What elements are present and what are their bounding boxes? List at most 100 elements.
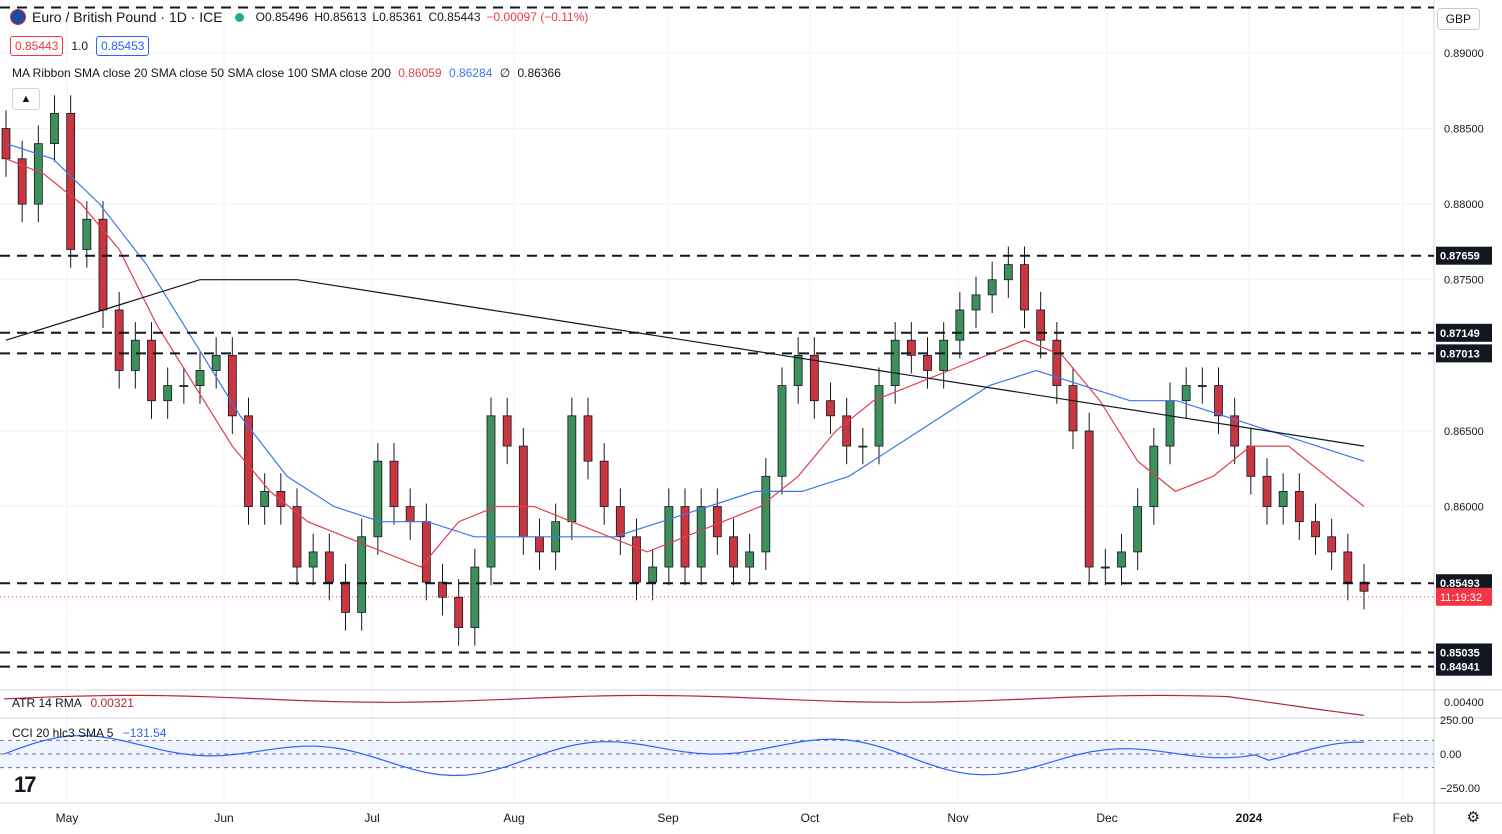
time-axis-label: Nov xyxy=(947,811,968,825)
symbol-title[interactable]: Euro / British Pound · 1D · ICE xyxy=(32,9,223,25)
candle-body xyxy=(147,339,156,402)
candle-body xyxy=(470,566,480,628)
buy-button[interactable]: 0.85453 xyxy=(96,36,150,56)
candle-body xyxy=(809,354,819,402)
atr-tick-label: 0.00400 xyxy=(1444,697,1484,709)
price-tick-label: 0.88000 xyxy=(1444,199,1484,211)
level-label-bg xyxy=(1436,323,1492,342)
candle-body xyxy=(1327,536,1337,553)
ohlc-open: O0.85496 xyxy=(255,10,309,24)
ohlc-close: C0.85443 xyxy=(428,10,481,24)
candle-body xyxy=(195,370,205,386)
level-label: 0.84941 xyxy=(1436,657,1492,676)
level-label: 0.87013 xyxy=(1436,344,1492,363)
level-label-bg xyxy=(1436,657,1492,676)
candle-body xyxy=(211,354,221,371)
level-label-bg xyxy=(1436,574,1492,593)
level-label: 0.85493 xyxy=(1436,574,1492,593)
candle-body xyxy=(227,354,237,417)
ohlc-low: L0.85361 xyxy=(372,10,423,24)
level-label-bg xyxy=(1436,344,1492,363)
cci-tick-label: −250.00 xyxy=(1440,783,1480,795)
price-tick-label: 0.89000 xyxy=(1444,48,1484,60)
candle-body xyxy=(1084,430,1094,568)
candle-body xyxy=(826,400,835,417)
level-label: 0.85035 xyxy=(1436,643,1492,662)
candle-body xyxy=(664,506,674,568)
candle-body xyxy=(696,506,706,568)
candle-body xyxy=(632,536,641,583)
candle-body xyxy=(405,506,415,523)
candle-body xyxy=(114,309,124,371)
tradingview-logo-icon[interactable]: 17 xyxy=(14,772,37,797)
candle-body xyxy=(971,294,981,311)
level-label-text: 0.87013 xyxy=(1440,348,1480,360)
candle-body xyxy=(793,354,803,386)
chevron-up-icon: ▲ xyxy=(20,93,32,105)
countdown-label-bg xyxy=(1436,587,1492,606)
sma50-value: 0.86284 xyxy=(448,66,493,80)
candle-body xyxy=(421,521,431,583)
sma200-value: 0.86366 xyxy=(517,66,561,80)
gear-icon[interactable]: ⚙ xyxy=(1466,809,1480,826)
time-axis-label: Dec xyxy=(1096,811,1117,825)
collapse-legend-button[interactable]: ▲ xyxy=(12,88,40,110)
candle-body xyxy=(260,491,270,507)
candle-body xyxy=(163,385,173,402)
candle-body xyxy=(1068,385,1078,432)
candle-body xyxy=(842,415,852,447)
spread-value: 1.0 xyxy=(71,39,89,53)
currency-button[interactable]: GBP xyxy=(1436,8,1480,30)
sell-button[interactable]: 0.85443 xyxy=(10,36,64,56)
price-tick-label: 0.88500 xyxy=(1444,124,1484,136)
sma200-line xyxy=(5,279,1365,447)
candle-body xyxy=(874,385,884,447)
candle-body xyxy=(761,475,771,553)
candle-body xyxy=(1052,339,1062,386)
sma20-value: 0.86059 xyxy=(398,66,442,80)
candle-body xyxy=(357,536,367,613)
level-label-bg xyxy=(1436,246,1492,265)
candle-body xyxy=(486,415,496,568)
cci-line xyxy=(3,734,1365,777)
ma-ribbon-legend[interactable]: MA Ribbon SMA close 20 SMA close 50 SMA … xyxy=(12,66,561,80)
time-axis-label: Jun xyxy=(214,811,233,825)
price-tick-label: 0.86000 xyxy=(1444,502,1484,514)
countdown-label: 11:19:32 xyxy=(1440,592,1482,604)
time-axis-label: Oct xyxy=(801,811,820,825)
symbol-header: Euro / British Pound · 1D · ICE O0.85496… xyxy=(10,9,588,25)
level-label-text: 0.87149 xyxy=(1440,328,1480,340)
candle-body xyxy=(17,158,27,205)
candle-body xyxy=(292,506,302,568)
cci-tick-label: 0.00 xyxy=(1440,749,1461,761)
candle-body xyxy=(923,354,932,371)
atr-label: ATR 14 RMA xyxy=(12,696,82,710)
candle-body xyxy=(66,113,76,250)
ohlc-change: −0.00097 (−0.11%) xyxy=(486,10,589,24)
cci-legend[interactable]: CCI 20 hlc3 SMA 5 −131.54 xyxy=(12,726,166,740)
candle-body xyxy=(1100,566,1110,569)
candle-body xyxy=(502,415,512,447)
atr-legend[interactable]: ATR 14 RMA 0.00321 xyxy=(12,696,134,710)
candle-body xyxy=(518,445,528,538)
candle-body xyxy=(535,536,544,553)
sma100-value: ∅ xyxy=(499,66,511,80)
candle-body xyxy=(1311,521,1320,538)
ohlc-high: H0.85613 xyxy=(314,10,367,24)
candle-body xyxy=(1262,475,1272,507)
price-tick-label: 0.87500 xyxy=(1444,275,1484,287)
atr-value: 0.00321 xyxy=(90,696,134,710)
time-axis-label: Aug xyxy=(503,811,524,825)
ma-ribbon-label: MA Ribbon SMA close 20 SMA close 50 SMA … xyxy=(12,66,391,80)
candle-body xyxy=(1003,264,1013,281)
candle-body xyxy=(939,339,949,371)
candle-body xyxy=(438,581,447,598)
candle-body xyxy=(454,596,464,628)
candle-body xyxy=(389,460,399,507)
candle-body xyxy=(308,551,318,568)
candle-body xyxy=(567,415,577,523)
atr-line xyxy=(3,694,1365,716)
level-label: 0.87659 xyxy=(1436,246,1492,265)
candle-body xyxy=(1343,551,1353,583)
